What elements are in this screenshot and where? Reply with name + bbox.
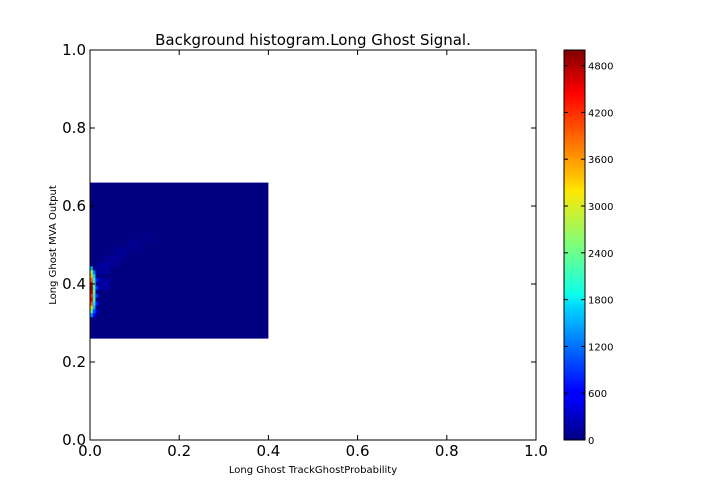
heatmap-bin <box>96 278 111 290</box>
heatmap-bin <box>92 313 96 318</box>
colorbar-tick-label: 0 <box>588 436 594 447</box>
y-tick-label: 1.0 <box>62 41 86 59</box>
heatmap-bin <box>90 278 93 283</box>
colorbar-tick-label: 3000 <box>588 202 613 213</box>
heatmap-bin <box>96 262 111 275</box>
heatmap-bin <box>95 309 99 314</box>
colorbar-tick-label: 2400 <box>588 249 613 260</box>
heatmap-bin <box>92 301 96 306</box>
colorbar: 0 600 1200 1800 2400 3000 3600 4200 4800 <box>563 49 613 447</box>
x-tick-label: 0.2 <box>167 442 191 460</box>
heatmap-bin <box>90 266 93 271</box>
heatmap-bin <box>92 274 96 279</box>
heatmap-bin <box>90 293 93 298</box>
y-tick-label: 0.0 <box>62 431 86 449</box>
colorbar-tick-label: 3600 <box>588 155 613 166</box>
heatmap-bin <box>141 231 155 244</box>
x-tick-label: 0.6 <box>346 442 370 460</box>
heatmap-bin <box>90 274 93 279</box>
heatmap-bin <box>90 285 93 290</box>
colorbar-tick-label: 1800 <box>588 296 613 307</box>
heatmap-bin <box>92 289 96 294</box>
y-axis-label: Long Ghost MVA Output <box>48 185 59 305</box>
heatmap-bin <box>95 278 99 283</box>
colorbar-tick-label: 4800 <box>588 62 613 73</box>
x-axis-label: Long Ghost TrackGhostProbability <box>229 465 397 476</box>
plot-area: 0.0 0.2 0.4 0.6 0.8 1.0 0.0 0.2 0.4 0.6 0.8 1.0 <box>62 41 548 460</box>
colorbar-tick-label: 1200 <box>588 342 613 353</box>
colorbar-gradient <box>564 50 585 440</box>
heatmap-bin <box>90 297 93 302</box>
heatmap-bin <box>95 285 99 290</box>
heatmap-bin <box>105 254 119 267</box>
heatmap-bin <box>90 301 93 306</box>
heatmap-bin <box>90 305 93 310</box>
x-tick-label: 1.0 <box>524 442 548 460</box>
heatmap-bin <box>90 270 93 275</box>
heatmap-bin <box>92 309 96 314</box>
heatmap-bin <box>92 278 96 283</box>
heatmap-bin <box>90 309 93 314</box>
x-tick-label: 0.0 <box>78 442 102 460</box>
y-tick-label: 0.4 <box>62 275 86 293</box>
heatmap-bin <box>92 297 96 302</box>
colorbar-tick-label: 600 <box>588 389 607 400</box>
x-tick-label: 0.4 <box>256 442 280 460</box>
heatmap-bin <box>95 293 99 298</box>
y-tick-label: 0.8 <box>62 119 86 137</box>
histogram-region <box>90 182 269 339</box>
heatmap-bin <box>95 301 99 306</box>
heatmap-bin <box>92 270 96 275</box>
heatmap-bin <box>90 313 93 318</box>
colorbar-tick-label: 4200 <box>588 108 613 119</box>
x-tick-label: 0.8 <box>435 442 459 460</box>
heatmap-bin <box>127 239 142 251</box>
heatmap-bin <box>92 285 96 290</box>
heatmap-bin <box>92 293 96 298</box>
heatmap-bin <box>92 305 96 310</box>
heatmap-bin <box>114 246 128 259</box>
y-tick-label: 0.2 <box>62 353 86 371</box>
y-tick-label: 0.6 <box>62 197 86 215</box>
heatmap-bin <box>90 289 93 294</box>
chart-title: Background histogram.Long Ghost Signal. <box>155 31 471 49</box>
